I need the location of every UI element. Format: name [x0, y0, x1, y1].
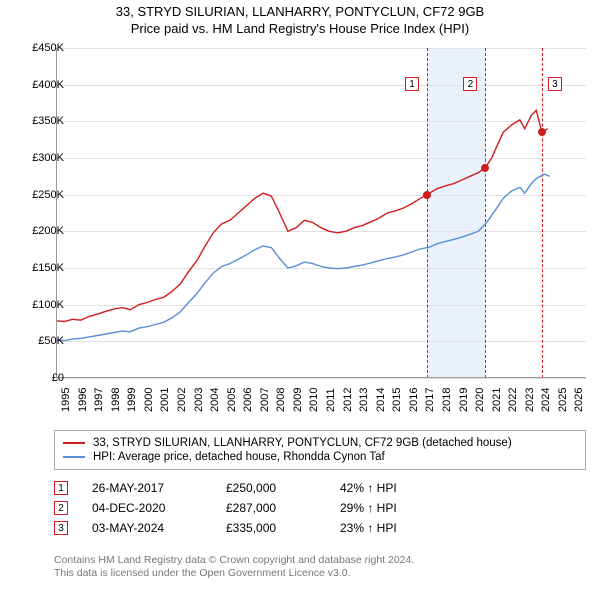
x-tick-label: 2017 [424, 388, 436, 412]
footnote-line2: This data is licensed under the Open Gov… [54, 567, 414, 580]
legend: 33, STRYD SILURIAN, LLANHARRY, PONTYCLUN… [54, 430, 586, 470]
y-tick-label: £200K [32, 225, 64, 237]
x-tick-label: 2022 [507, 388, 519, 412]
y-tick-label: £300K [32, 152, 64, 164]
y-tick-label: £350K [32, 115, 64, 127]
x-tick-label: 2025 [557, 388, 569, 412]
y-tick-label: £150K [32, 262, 64, 274]
legend-swatch-property [63, 442, 85, 444]
x-tick-label: 2019 [458, 388, 470, 412]
plot-area: 1 2 3 [56, 48, 586, 378]
sale-dot [423, 191, 431, 199]
sales-table: 1 26-MAY-2017 £250,000 42% ↑ HPI 2 04-DE… [54, 478, 586, 538]
x-tick-label: 1995 [60, 388, 72, 412]
x-tick-label: 1998 [110, 388, 122, 412]
y-tick-label: £450K [32, 42, 64, 54]
sale-marker-3: 3 [54, 521, 68, 535]
sale-date: 03-MAY-2024 [92, 521, 202, 535]
x-tick-label: 2003 [193, 388, 205, 412]
sale-price: £250,000 [226, 481, 316, 495]
sale-dot [538, 128, 546, 136]
legend-label-property: 33, STRYD SILURIAN, LLANHARRY, PONTYCLUN… [93, 437, 512, 449]
sale-date: 26-MAY-2017 [92, 481, 202, 495]
chart-marker-2: 2 [463, 77, 477, 91]
sale-price: £287,000 [226, 501, 316, 515]
x-tick-label: 2012 [342, 388, 354, 412]
y-axis-line [56, 48, 57, 378]
footnote: Contains HM Land Registry data © Crown c… [54, 554, 414, 580]
sale-dot [481, 164, 489, 172]
title-subtitle: Price paid vs. HM Land Registry's House … [0, 21, 600, 36]
x-axis-line [56, 377, 586, 378]
sale-date: 04-DEC-2020 [92, 501, 202, 515]
x-tick-label: 2026 [573, 388, 585, 412]
x-tick-label: 1999 [126, 388, 138, 412]
x-tick-label: 2008 [275, 388, 287, 412]
y-tick-label: £250K [32, 189, 64, 201]
x-tick-label: 2016 [408, 388, 420, 412]
series-property [56, 110, 548, 321]
x-tick-label: 2024 [540, 388, 552, 412]
chart-container: 33, STRYD SILURIAN, LLANHARRY, PONTYCLUN… [0, 0, 600, 590]
sale-marker-2: 2 [54, 501, 68, 515]
y-tick-label: £100K [32, 299, 64, 311]
x-tick-label: 1996 [77, 388, 89, 412]
sales-row: 1 26-MAY-2017 £250,000 42% ↑ HPI [54, 478, 586, 498]
footnote-line1: Contains HM Land Registry data © Crown c… [54, 554, 414, 567]
series-hpi [56, 174, 550, 341]
x-tick-label: 2023 [524, 388, 536, 412]
y-tick-label: £400K [32, 79, 64, 91]
sale-pct: 42% ↑ HPI [340, 481, 450, 495]
x-tick-label: 2018 [441, 388, 453, 412]
x-tick-label: 2002 [176, 388, 188, 412]
x-tick-label: 2010 [308, 388, 320, 412]
x-tick-label: 2020 [474, 388, 486, 412]
series-lines [56, 48, 586, 378]
x-tick-label: 2004 [209, 388, 221, 412]
chart-marker-1: 1 [405, 77, 419, 91]
sale-price: £335,000 [226, 521, 316, 535]
sale-marker-1: 1 [54, 481, 68, 495]
x-tick-label: 2007 [259, 388, 271, 412]
x-tick-label: 2006 [242, 388, 254, 412]
chart-marker-3: 3 [548, 77, 562, 91]
legend-swatch-hpi [63, 456, 85, 458]
x-tick-label: 2011 [325, 388, 337, 412]
x-tick-label: 1997 [93, 388, 105, 412]
y-tick-label: £0 [52, 372, 64, 384]
title-address: 33, STRYD SILURIAN, LLANHARRY, PONTYCLUN… [0, 4, 600, 19]
x-tick-label: 2001 [159, 388, 171, 412]
x-tick-label: 2021 [491, 388, 503, 412]
x-tick-label: 2013 [358, 388, 370, 412]
x-tick-label: 2005 [226, 388, 238, 412]
legend-item-property: 33, STRYD SILURIAN, LLANHARRY, PONTYCLUN… [63, 436, 577, 450]
legend-label-hpi: HPI: Average price, detached house, Rhon… [93, 451, 385, 463]
sale-pct: 23% ↑ HPI [340, 521, 450, 535]
x-tick-label: 2014 [375, 388, 387, 412]
x-tick-label: 2009 [292, 388, 304, 412]
legend-item-hpi: HPI: Average price, detached house, Rhon… [63, 450, 577, 464]
sale-pct: 29% ↑ HPI [340, 501, 450, 515]
y-tick-label: £50K [38, 335, 64, 347]
x-tick-label: 2015 [391, 388, 403, 412]
title-block: 33, STRYD SILURIAN, LLANHARRY, PONTYCLUN… [0, 0, 600, 36]
x-tick-label: 2000 [143, 388, 155, 412]
sales-row: 2 04-DEC-2020 £287,000 29% ↑ HPI [54, 498, 586, 518]
sales-row: 3 03-MAY-2024 £335,000 23% ↑ HPI [54, 518, 586, 538]
